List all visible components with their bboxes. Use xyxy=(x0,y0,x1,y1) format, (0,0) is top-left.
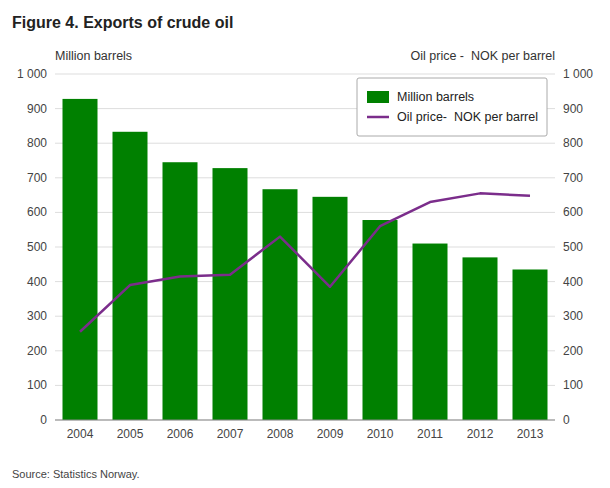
y2-tick-label: 0 xyxy=(563,413,570,427)
y-tick-label: 300 xyxy=(27,309,47,323)
bar xyxy=(313,197,348,420)
bar xyxy=(163,162,198,420)
legend-label: Million barrels xyxy=(397,90,474,104)
chart-svg: Figure 4. Exports of crude oil Million ba… xyxy=(0,0,610,488)
x-tick-label: 2010 xyxy=(367,427,394,441)
legend-swatch xyxy=(367,116,389,119)
y-tick-label: 1 000 xyxy=(17,67,47,81)
y2-axis-label: Oil price - NOK per barrel xyxy=(411,49,555,63)
x-tick-label: 2012 xyxy=(467,427,494,441)
y2-tick-label: 200 xyxy=(563,344,583,358)
y2-tick-label: 400 xyxy=(563,275,583,289)
bar xyxy=(413,244,448,420)
bar xyxy=(113,132,148,420)
grid-line xyxy=(55,420,555,421)
y-tick-label: 700 xyxy=(27,171,47,185)
y2-tick-label: 1 000 xyxy=(563,67,593,81)
bar xyxy=(213,168,248,420)
x-tick-label: 2009 xyxy=(317,427,344,441)
y-tick-label: 800 xyxy=(27,136,47,150)
legend: Million barrels Oil price- NOK per barrel xyxy=(357,78,547,136)
x-tick-label: 2011 xyxy=(417,427,443,441)
y-tick-label: 900 xyxy=(27,102,47,116)
line xyxy=(80,193,530,331)
x-tick-label: 2005 xyxy=(117,427,144,441)
x-axis-line xyxy=(55,420,555,421)
grid xyxy=(55,74,555,420)
chart-title: Figure 4. Exports of crude oil xyxy=(12,14,233,31)
chart-container: Figure 4. Exports of crude oil Million ba… xyxy=(0,0,610,488)
y2-tick-label: 600 xyxy=(563,205,583,219)
y-tick-label: 400 xyxy=(27,275,47,289)
y-tick-label: 0 xyxy=(40,413,47,427)
x-tick-label: 2007 xyxy=(217,427,244,441)
bar xyxy=(463,257,498,420)
y2-tick-label: 300 xyxy=(563,309,583,323)
y2-tick-label: 800 xyxy=(563,136,583,150)
plot-area xyxy=(63,99,548,420)
y-axis-label: Million barrels xyxy=(55,49,132,63)
y2-tick-label: 100 xyxy=(563,378,583,392)
bar xyxy=(63,99,98,420)
bar xyxy=(513,269,548,420)
source-note: Source: Statistics Norway. xyxy=(12,468,140,480)
x-tick-label: 2004 xyxy=(67,427,94,441)
y-tick-label: 500 xyxy=(27,240,47,254)
grid-line xyxy=(55,74,555,75)
y-tick-label: 600 xyxy=(27,205,47,219)
bar xyxy=(363,220,398,420)
bar xyxy=(263,189,298,420)
x-tick-label: 2013 xyxy=(517,427,544,441)
legend-box xyxy=(357,78,547,136)
y-tick-label: 100 xyxy=(27,378,47,392)
x-tick-label: 2006 xyxy=(167,427,194,441)
x-tick-label: 2008 xyxy=(267,427,294,441)
y-tick-label: 200 xyxy=(27,344,47,358)
y2-tick-label: 900 xyxy=(563,102,583,116)
y2-tick-label: 500 xyxy=(563,240,583,254)
y2-tick-label: 700 xyxy=(563,171,583,185)
legend-label: Oil price- NOK per barrel xyxy=(397,110,538,124)
legend-swatch xyxy=(367,91,389,103)
